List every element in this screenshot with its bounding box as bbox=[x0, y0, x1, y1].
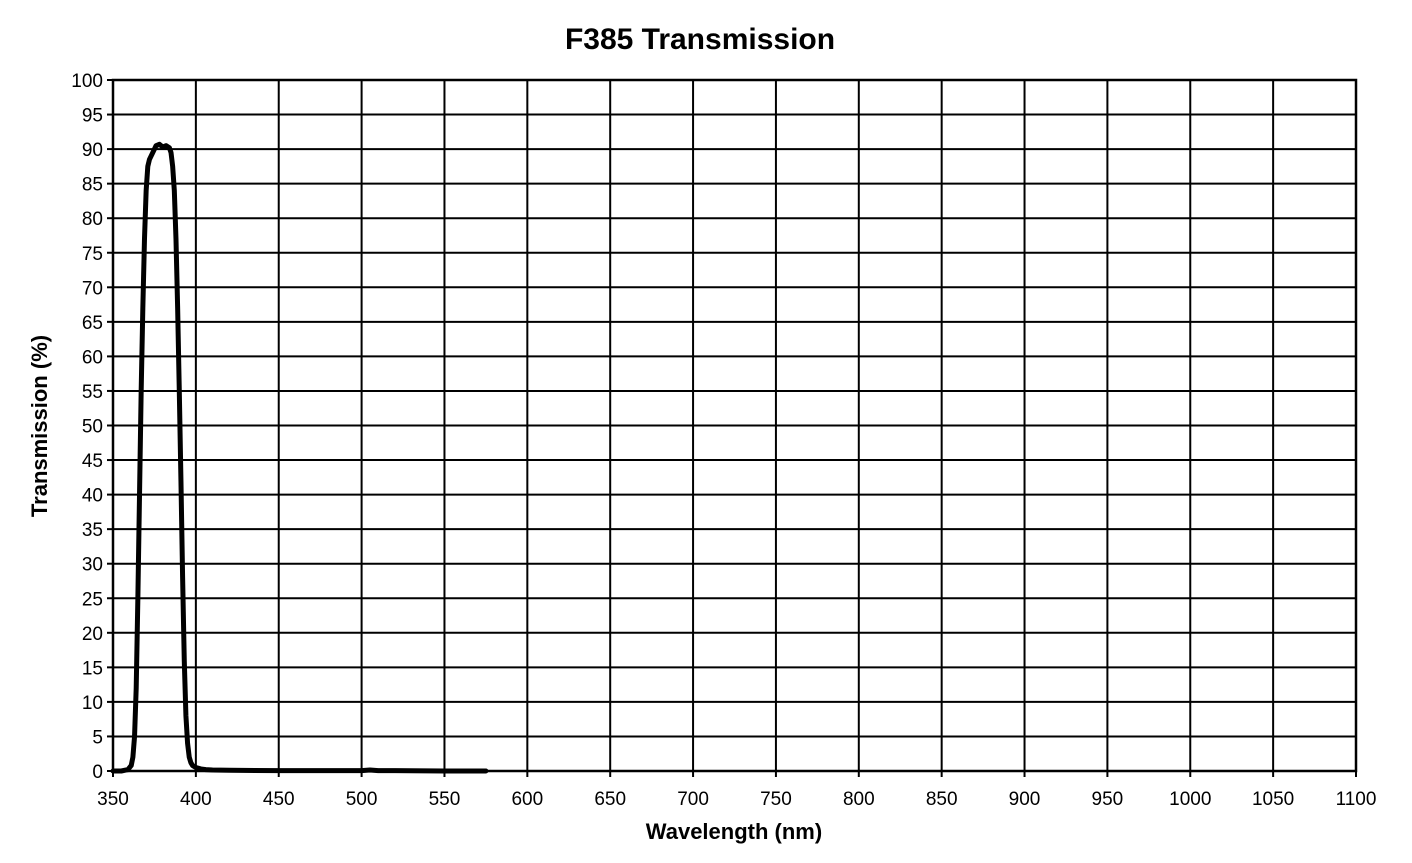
y-tick-label: 65 bbox=[82, 313, 103, 334]
x-tick-label: 800 bbox=[843, 789, 875, 810]
y-tick-label: 35 bbox=[82, 520, 103, 541]
y-tick-label: 75 bbox=[82, 244, 103, 265]
y-tick-label: 5 bbox=[92, 727, 103, 748]
x-tick-label: 1000 bbox=[1169, 789, 1211, 810]
grid-lines bbox=[112, 79, 1357, 772]
y-tick-label: 90 bbox=[82, 140, 103, 161]
x-tick-label: 950 bbox=[1092, 789, 1124, 810]
y-tick-label: 25 bbox=[82, 589, 103, 610]
y-tick-label: 20 bbox=[82, 624, 103, 645]
y-tick-label: 45 bbox=[82, 451, 103, 472]
y-axis-label: Transmission (%) bbox=[27, 335, 52, 517]
x-tick-label: 750 bbox=[760, 789, 792, 810]
y-tick-label: 100 bbox=[71, 71, 103, 92]
y-tick-label: 80 bbox=[82, 209, 103, 230]
chart-title: F385 Transmission bbox=[565, 23, 835, 56]
y-tick-label: 40 bbox=[82, 486, 103, 507]
y-tick-label: 55 bbox=[82, 382, 103, 403]
x-tick-label: 650 bbox=[594, 789, 626, 810]
y-tick-label: 50 bbox=[82, 417, 103, 438]
x-tick-label: 400 bbox=[180, 789, 212, 810]
x-tick-label: 500 bbox=[346, 789, 378, 810]
x-axis-ticks: 350 400 450 500 550 600 650 700 750 800 850 900 950 1… bbox=[97, 771, 1376, 810]
y-tick-label: 10 bbox=[82, 693, 103, 714]
y-tick-label: 30 bbox=[82, 555, 103, 576]
series-line-0 bbox=[110, 141, 489, 774]
x-tick-label: 350 bbox=[97, 789, 129, 810]
x-tick-label: 850 bbox=[926, 789, 958, 810]
x-tick-label: 900 bbox=[1009, 789, 1041, 810]
x-tick-label: 1100 bbox=[1336, 789, 1377, 810]
y-tick-label: 0 bbox=[92, 762, 103, 783]
x-tick-label: 600 bbox=[511, 789, 543, 810]
x-tick-label: 1050 bbox=[1252, 789, 1294, 810]
y-axis-ticks: 0 5 10 15 20 25 30 35 40 45 50 55 60 65 70 75 80 85 90 95 10… bbox=[71, 71, 113, 783]
x-tick-label: 450 bbox=[263, 789, 295, 810]
y-tick-label: 15 bbox=[82, 658, 103, 679]
x-tick-label: 550 bbox=[429, 789, 461, 810]
x-tick-label: 700 bbox=[677, 789, 709, 810]
series-layer bbox=[110, 141, 489, 774]
y-tick-label: 70 bbox=[82, 278, 103, 299]
y-tick-label: 60 bbox=[82, 347, 103, 368]
y-tick-label: 85 bbox=[82, 175, 103, 196]
x-axis-label: Wavelength (nm) bbox=[646, 819, 822, 844]
y-tick-label: 95 bbox=[82, 106, 103, 127]
